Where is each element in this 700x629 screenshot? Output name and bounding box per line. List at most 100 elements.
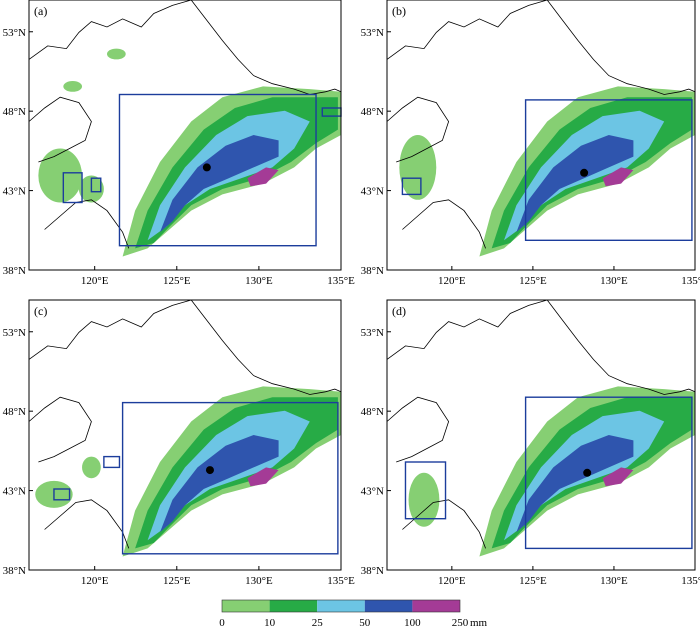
map-panel-c: 53°N 48°N 43°N 38°N 120°E 125°E 130°E 135°E (c… xyxy=(0,299,355,591)
lon-tick-label: 120°E xyxy=(438,575,466,587)
coast-line-3 xyxy=(44,199,130,249)
precip-band-4 xyxy=(247,167,279,187)
lon-tick-label: 135°E xyxy=(681,275,700,287)
coast-line-2 xyxy=(386,96,450,163)
west-cell-0 xyxy=(408,472,440,527)
legend-outline xyxy=(221,599,461,613)
lat-tick-label: 48°N xyxy=(361,406,384,418)
map-panel-d: 53°N 48°N 43°N 38°N 120°E 125°E 130°E 135°E (d… xyxy=(350,299,700,591)
lat-tick-label: 43°N xyxy=(361,186,384,198)
lat-tick-label: 38°N xyxy=(3,265,26,277)
analysis-boxes xyxy=(53,401,339,555)
precip-band-3 xyxy=(160,435,279,533)
analysis-boxes xyxy=(401,99,693,241)
station-marker xyxy=(205,466,214,475)
lat-tick-label: 38°N xyxy=(3,565,26,577)
legend-label-2: 25 xyxy=(312,617,324,629)
coast-line-1 xyxy=(546,0,696,95)
legend-swatch-1 xyxy=(269,600,318,612)
lat-tick-label: 38°N xyxy=(361,565,384,577)
coast-line-2 xyxy=(28,96,92,163)
coast-line-1 xyxy=(546,299,696,395)
precip-band-4 xyxy=(602,167,634,187)
legend-labels: 0 10 25 50 100 250 xyxy=(219,617,469,629)
west-cell-0 xyxy=(38,148,83,203)
coastline-border xyxy=(386,299,696,549)
lon-tick-label: 125°E xyxy=(519,575,547,587)
lon-tick-label: 135°E xyxy=(327,275,355,287)
precipitation-zones xyxy=(38,48,341,257)
map-frame xyxy=(28,0,342,271)
coastline-border xyxy=(28,0,342,249)
analysis-box-1 xyxy=(404,461,447,520)
latitude-ticks: 53°N 48°N 43°N 38°N xyxy=(3,27,33,277)
legend-unit: mm xyxy=(470,617,488,629)
precip-band-4 xyxy=(247,467,279,487)
coast-line-3 xyxy=(402,199,486,249)
coast-line-1 xyxy=(190,299,342,395)
legend-label-3: 50 xyxy=(359,617,371,629)
coast-line-0 xyxy=(386,299,548,360)
west-cell-3 xyxy=(107,48,126,60)
lon-tick-label: 130°E xyxy=(600,275,628,287)
map-panel-a-svg: 53°N 48°N 43°N 38°N 120°E 125°E 130°E 135°E (a… xyxy=(3,0,355,287)
panel-label: (d) xyxy=(392,304,406,318)
lon-tick-label: 130°E xyxy=(600,575,628,587)
panel-label: (a) xyxy=(34,4,47,18)
precip-band-3 xyxy=(160,135,279,233)
legend-label-4: 100 xyxy=(404,617,421,629)
lat-tick-label: 53°N xyxy=(3,327,26,339)
lat-tick-label: 48°N xyxy=(3,406,26,418)
west-cell-1 xyxy=(82,456,101,479)
west-cell-0 xyxy=(399,135,437,200)
legend-label-0: 0 xyxy=(219,617,225,629)
precipitation-zones xyxy=(35,386,341,557)
coast-line-3 xyxy=(402,499,486,549)
station-marker xyxy=(580,168,589,177)
map-panel-c-svg: 53°N 48°N 43°N 38°N 120°E 125°E 130°E 135°E (c… xyxy=(3,299,355,587)
lon-tick-label: 125°E xyxy=(163,575,191,587)
legend-swatches xyxy=(221,599,461,613)
analysis-box-1 xyxy=(401,177,422,196)
lon-tick-label: 135°E xyxy=(681,575,700,587)
lat-tick-label: 48°N xyxy=(361,106,384,118)
lon-tick-label: 130°E xyxy=(245,275,273,287)
lon-tick-label: 130°E xyxy=(245,575,273,587)
precip-band-3 xyxy=(516,435,634,533)
analysis-box-1 xyxy=(53,488,71,501)
legend-label-1: 10 xyxy=(264,617,276,629)
longitude-ticks: 120°E 125°E 130°E 135°E xyxy=(438,566,700,587)
legend-swatch-3 xyxy=(364,600,413,612)
analysis-boxes xyxy=(404,396,693,550)
longitude-ticks: 120°E 125°E 130°E 135°E xyxy=(81,566,355,587)
map-panel-b: 53°N 48°N 43°N 38°N 120°E 125°E 130°E 135°E (b… xyxy=(350,0,700,290)
panel-label: (c) xyxy=(34,304,47,318)
coast-line-0 xyxy=(28,299,192,360)
station-marker xyxy=(202,163,211,172)
analysis-box-0 xyxy=(118,93,317,247)
map-frame xyxy=(386,0,696,271)
coast-line-0 xyxy=(386,0,548,60)
latitude-ticks: 53°N 48°N 43°N 38°N xyxy=(361,27,391,277)
coast-line-2 xyxy=(386,396,450,463)
latitude-ticks: 53°N 48°N 43°N 38°N xyxy=(361,327,391,577)
coast-line-2 xyxy=(28,396,92,463)
precip-band-4 xyxy=(602,467,634,487)
coastline-border xyxy=(386,0,696,249)
map-frame xyxy=(386,299,696,571)
lat-tick-label: 43°N xyxy=(361,486,384,498)
coast-line-1 xyxy=(190,0,342,95)
lon-tick-label: 125°E xyxy=(519,275,547,287)
map-frame xyxy=(28,299,342,571)
coast-line-0 xyxy=(28,0,192,60)
panel-label: (b) xyxy=(392,4,406,18)
map-panel-a: 53°N 48°N 43°N 38°N 120°E 125°E 130°E 135°E (a… xyxy=(0,0,355,290)
west-cell-2 xyxy=(63,81,83,92)
analysis-box-0 xyxy=(524,99,693,241)
lat-tick-label: 38°N xyxy=(361,265,384,277)
analysis-box-3 xyxy=(90,177,102,193)
analysis-box-2 xyxy=(103,455,121,469)
longitude-ticks: 120°E 125°E 130°E 135°E xyxy=(81,266,355,287)
lon-tick-label: 120°E xyxy=(438,275,466,287)
lat-tick-label: 43°N xyxy=(3,186,26,198)
